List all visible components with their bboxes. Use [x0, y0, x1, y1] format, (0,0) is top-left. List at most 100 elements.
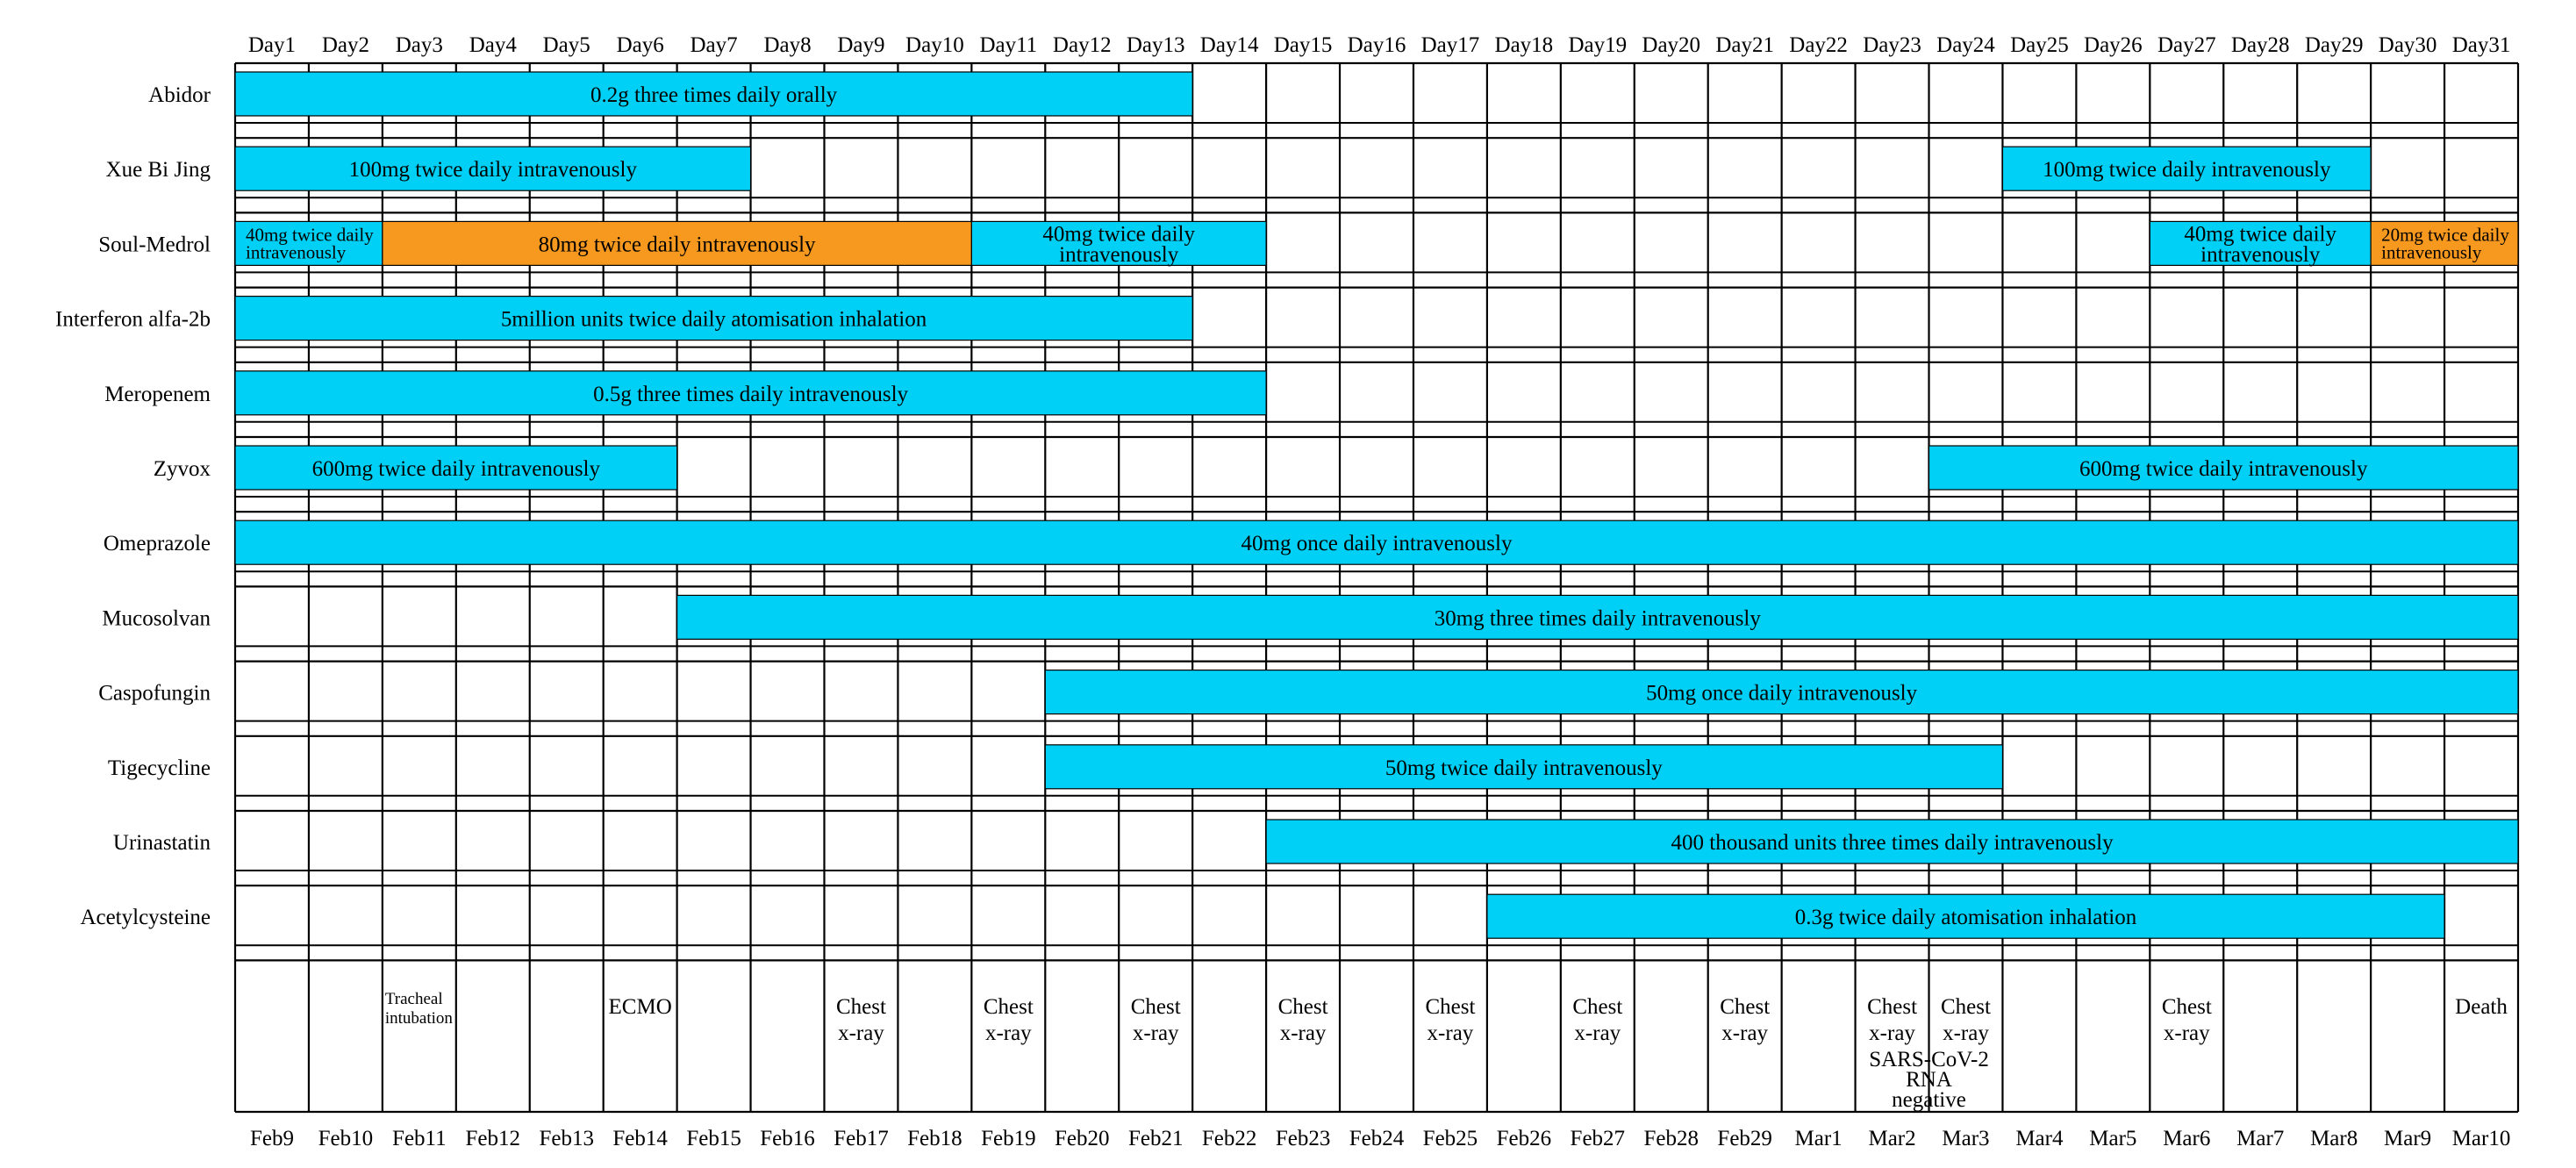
- dose-bar: [234, 296, 1193, 341]
- event-label: ECMO: [609, 995, 672, 1019]
- day-tick-label: Day4: [469, 33, 518, 57]
- day-tick-label: Day28: [2231, 33, 2290, 57]
- bar-label: intravenously: [246, 241, 347, 262]
- event-label: Death: [2455, 995, 2508, 1019]
- bar-label: 20mg twice daily: [2381, 224, 2509, 245]
- bar-label: 50mg twice daily intravenously: [1385, 756, 1663, 780]
- day-tick-label: Day19: [1568, 33, 1627, 57]
- event-label: Chest: [836, 995, 886, 1019]
- date-tick-label: Feb25: [1423, 1127, 1478, 1150]
- date-tick-label: Feb27: [1571, 1127, 1626, 1150]
- event-label: x-ray: [1280, 1021, 1327, 1045]
- dose-bar: [676, 594, 2519, 641]
- day-tick-label: Day9: [837, 33, 884, 57]
- drug-label: Caspofungin: [98, 682, 211, 706]
- event-label: negative: [1892, 1088, 1966, 1112]
- dose-bar: [382, 220, 972, 266]
- drug-label: Interferon alfa-2b: [55, 308, 211, 332]
- date-tick-label: Mar8: [2310, 1127, 2358, 1150]
- event-label: Chest: [1867, 995, 1917, 1019]
- bar-label: 40mg twice daily: [246, 224, 374, 245]
- day-tick-label: Day23: [1863, 33, 1921, 57]
- bar-label: intravenously: [2381, 241, 2482, 262]
- day-tick-label: Day30: [2379, 33, 2437, 57]
- event-label: Chest: [1572, 995, 1622, 1019]
- date-tick-label: Feb16: [760, 1127, 815, 1150]
- date-tick-label: Mar4: [2015, 1127, 2064, 1150]
- day-tick-label: Day3: [396, 33, 443, 57]
- dose-bar: [2370, 220, 2519, 266]
- date-tick-label: Mar6: [2163, 1127, 2210, 1150]
- date-tick-label: Feb29: [1717, 1127, 1772, 1150]
- date-tick-label: Feb13: [539, 1127, 594, 1150]
- dose-bar: [1044, 744, 2004, 790]
- event-label: x-ray: [1428, 1021, 1474, 1045]
- bar-label: 0.5g three times daily intravenously: [593, 383, 908, 406]
- event-label: x-ray: [1943, 1021, 1989, 1045]
- day-tick-label: Day13: [1127, 33, 1185, 57]
- dose-bar: [234, 520, 2519, 565]
- drug-label: Meropenem: [104, 383, 211, 406]
- day-tick-label: Day20: [1642, 33, 1700, 57]
- day-tick-label: Day15: [1274, 33, 1333, 57]
- dose-bar: [1044, 669, 2519, 715]
- date-tick-label: Feb26: [1497, 1127, 1552, 1150]
- dose-bar: [234, 370, 1267, 416]
- event-label: RNA: [1906, 1068, 1952, 1092]
- date-tick-label: Mar10: [2452, 1127, 2511, 1150]
- drug-label: Mucosolvan: [102, 606, 211, 630]
- drug-label: Acetylcysteine: [80, 906, 211, 929]
- event-label: Chest: [1720, 995, 1770, 1019]
- event-label: x-ray: [2164, 1021, 2210, 1045]
- dose-bar: [1928, 445, 2519, 491]
- day-tick-label: Day17: [1421, 33, 1480, 57]
- bar-label: 5million units twice daily atomisation i…: [501, 308, 927, 332]
- event-label: Chest: [1278, 995, 1328, 1019]
- event-label: x-ray: [838, 1021, 884, 1045]
- day-tick-label: Day16: [1348, 33, 1406, 57]
- event-label: SARS-CoV-2: [1869, 1048, 1989, 1071]
- bar-label: 100mg twice daily intravenously: [349, 158, 638, 182]
- dose-bar: [970, 220, 1267, 266]
- event-label: x-ray: [985, 1021, 1032, 1045]
- bar-label: 40mg twice daily: [2184, 222, 2336, 246]
- bar-label: 400 thousand units three times daily int…: [1671, 831, 2114, 855]
- drug-label: Urinastatin: [113, 831, 211, 855]
- bar-label: 40mg once daily intravenously: [1241, 532, 1513, 555]
- day-tick-label: Day10: [905, 33, 964, 57]
- bar-label: intravenously: [1059, 243, 1179, 267]
- drug-label: Zyvox: [154, 457, 211, 481]
- bar-label: 600mg twice daily intravenously: [2079, 457, 2368, 481]
- day-tick-label: Day7: [691, 33, 738, 57]
- event-label: Tracheal: [385, 990, 443, 1008]
- dose-bar: [234, 445, 678, 491]
- day-tick-label: Day27: [2157, 33, 2216, 57]
- date-tick-label: Mar1: [1795, 1127, 1843, 1150]
- date-tick-label: Feb11: [392, 1127, 447, 1150]
- day-tick-label: Day24: [1936, 33, 1995, 57]
- bar-label: 40mg twice daily: [1042, 222, 1195, 246]
- date-tick-label: Feb10: [318, 1127, 374, 1150]
- drug-label: Soul-Medrol: [98, 233, 211, 256]
- date-tick-label: Mar3: [1942, 1127, 1989, 1150]
- day-tick-label: Day12: [1053, 33, 1112, 57]
- drug-label: Omeprazole: [104, 532, 211, 555]
- bar-label: 80mg twice daily intravenously: [539, 233, 816, 256]
- day-tick-label: Day11: [979, 33, 1037, 57]
- day-tick-label: Day5: [543, 33, 590, 57]
- event-label: x-ray: [1133, 1021, 1179, 1045]
- day-tick-label: Day18: [1495, 33, 1554, 57]
- date-tick-label: Feb14: [612, 1127, 668, 1150]
- bar-label: 600mg twice daily intravenously: [312, 457, 601, 481]
- event-label: Chest: [984, 995, 1034, 1019]
- date-tick-label: Feb17: [834, 1127, 889, 1150]
- date-tick-label: Feb20: [1055, 1127, 1110, 1150]
- bar-label: 100mg twice daily intravenously: [2043, 158, 2331, 182]
- drug-label: Abidor: [148, 83, 211, 107]
- event-label: Chest: [2162, 995, 2212, 1019]
- day-tick-label: Day26: [2084, 33, 2143, 57]
- date-tick-label: Mar9: [2384, 1127, 2431, 1150]
- day-tick-label: Day2: [322, 33, 369, 57]
- date-tick-label: Feb21: [1128, 1127, 1184, 1150]
